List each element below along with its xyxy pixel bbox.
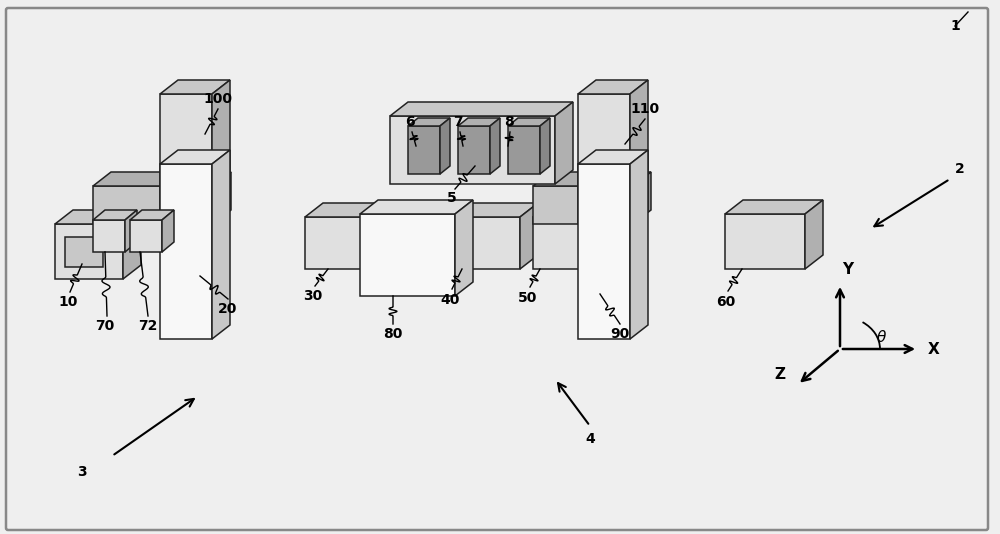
Text: 30: 30	[303, 289, 323, 303]
Polygon shape	[370, 203, 388, 269]
Polygon shape	[390, 102, 573, 116]
Polygon shape	[160, 164, 212, 339]
Polygon shape	[630, 80, 648, 224]
Polygon shape	[305, 203, 388, 217]
Text: 4: 4	[585, 432, 595, 446]
Polygon shape	[725, 200, 823, 214]
Text: 70: 70	[95, 319, 115, 333]
Text: 8: 8	[504, 115, 514, 129]
Polygon shape	[578, 150, 648, 164]
Polygon shape	[630, 150, 648, 339]
Polygon shape	[440, 118, 450, 174]
Text: 72: 72	[138, 319, 158, 333]
Text: Z: Z	[774, 367, 785, 382]
Polygon shape	[93, 172, 231, 186]
Polygon shape	[725, 214, 805, 269]
Polygon shape	[805, 200, 823, 269]
Polygon shape	[408, 126, 440, 174]
Text: 100: 100	[204, 92, 232, 106]
Polygon shape	[160, 80, 230, 94]
Polygon shape	[65, 237, 103, 267]
Polygon shape	[578, 94, 630, 224]
Text: 90: 90	[610, 327, 630, 341]
Polygon shape	[490, 118, 500, 174]
Text: 2: 2	[955, 162, 965, 176]
Polygon shape	[212, 150, 230, 339]
Text: 6: 6	[405, 115, 415, 129]
Polygon shape	[578, 164, 630, 339]
Text: 7: 7	[453, 115, 463, 129]
Text: 3: 3	[77, 465, 87, 479]
Polygon shape	[533, 203, 606, 217]
Polygon shape	[458, 118, 500, 126]
Polygon shape	[130, 220, 162, 252]
Polygon shape	[93, 186, 213, 224]
Polygon shape	[160, 150, 230, 164]
Polygon shape	[533, 217, 588, 269]
Polygon shape	[130, 210, 174, 220]
Text: 20: 20	[218, 302, 238, 316]
Text: $\theta$: $\theta$	[876, 329, 888, 345]
Polygon shape	[162, 210, 174, 252]
Polygon shape	[305, 217, 370, 269]
Polygon shape	[55, 224, 123, 279]
Text: 110: 110	[630, 102, 660, 116]
Polygon shape	[93, 210, 137, 220]
Polygon shape	[93, 220, 125, 252]
Text: 60: 60	[716, 295, 736, 309]
Polygon shape	[533, 186, 633, 224]
Polygon shape	[520, 203, 538, 269]
Polygon shape	[408, 118, 450, 126]
Polygon shape	[455, 217, 520, 269]
Polygon shape	[160, 94, 212, 224]
Polygon shape	[633, 172, 651, 224]
Polygon shape	[125, 210, 137, 252]
Polygon shape	[55, 210, 141, 224]
Text: 80: 80	[383, 327, 403, 341]
Polygon shape	[578, 80, 648, 94]
Text: 40: 40	[440, 293, 460, 307]
Polygon shape	[508, 118, 550, 126]
Polygon shape	[213, 172, 231, 224]
Text: 10: 10	[58, 295, 78, 309]
Text: 5: 5	[447, 191, 457, 205]
Text: X: X	[928, 342, 940, 357]
Polygon shape	[540, 118, 550, 174]
Text: 50: 50	[518, 291, 538, 305]
Polygon shape	[533, 172, 651, 186]
Polygon shape	[508, 126, 540, 174]
Polygon shape	[123, 210, 141, 279]
Polygon shape	[588, 203, 606, 269]
Polygon shape	[458, 126, 490, 174]
Polygon shape	[360, 200, 473, 214]
Polygon shape	[390, 116, 555, 184]
Polygon shape	[360, 214, 455, 296]
Polygon shape	[455, 203, 538, 217]
Polygon shape	[455, 200, 473, 296]
Text: 1: 1	[950, 19, 960, 33]
Polygon shape	[212, 80, 230, 224]
Polygon shape	[555, 102, 573, 184]
Text: Y: Y	[842, 263, 854, 278]
